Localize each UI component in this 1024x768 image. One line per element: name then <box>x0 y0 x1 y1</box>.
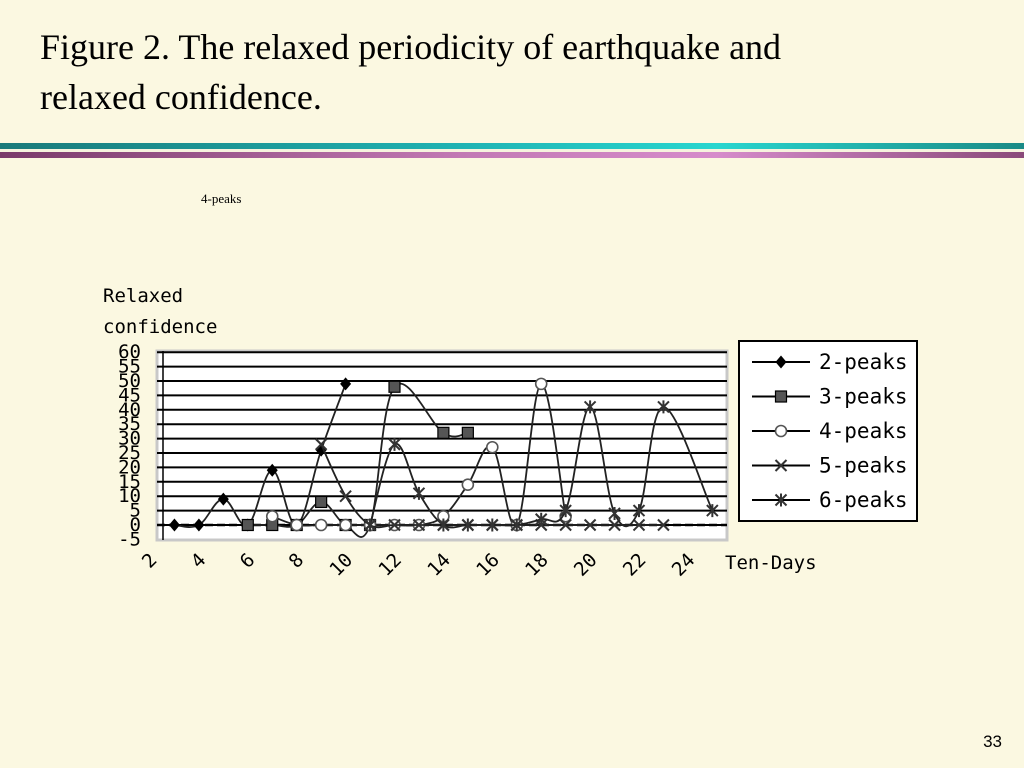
y-tick-label: 0 <box>130 514 141 536</box>
data-point <box>193 518 205 532</box>
slide-title-line-1: Figure 2. The relaxed periodicity of ear… <box>40 27 782 67</box>
x-tick-label: 16 <box>472 549 504 581</box>
legend-entry: 4-peaks <box>752 419 908 443</box>
data-point <box>534 512 548 526</box>
legend-swatch-marker <box>774 390 788 403</box>
data-point <box>412 518 426 532</box>
data-point <box>461 518 475 532</box>
data-point <box>437 426 450 439</box>
legend-entry: 6-peaks <box>752 488 908 512</box>
legend-label: 3-peaks <box>819 385 908 409</box>
data-point <box>486 518 499 532</box>
data-point <box>510 518 523 532</box>
page-number: 33 <box>983 732 1002 751</box>
data-point <box>315 495 328 509</box>
data-point <box>388 437 401 451</box>
x-tick-label: 14 <box>423 549 455 581</box>
series-6-peaks <box>363 400 719 532</box>
series-line <box>247 382 469 538</box>
legend-entry: 5-peaks <box>752 454 908 478</box>
x-tick-label: 20 <box>570 549 602 581</box>
data-point <box>266 463 278 477</box>
data-point <box>632 518 646 532</box>
x-tick-label: 6 <box>236 549 260 573</box>
data-point <box>388 380 401 393</box>
x-tick-label: 24 <box>668 549 700 581</box>
plot-area <box>155 349 729 542</box>
legend-label: 6-peaks <box>819 488 908 512</box>
y-tick-label: 35 <box>118 413 141 435</box>
data-point <box>241 518 254 532</box>
y-tick-label: 15 <box>118 471 141 493</box>
legend-label: 5-peaks <box>819 454 908 478</box>
data-point <box>388 518 401 532</box>
y-tick-label: 40 <box>118 399 141 421</box>
data-point <box>412 486 426 500</box>
data-point <box>657 400 670 414</box>
y-tick-label: 50 <box>118 370 141 392</box>
y-tick-label: 25 <box>118 442 141 464</box>
divider-gap <box>0 149 1024 152</box>
data-point <box>314 518 328 532</box>
x-tick-label: 12 <box>374 549 406 581</box>
legend-label: 4-peaks <box>819 419 908 443</box>
data-point <box>340 377 352 391</box>
x-tick-label: 8 <box>285 549 309 573</box>
y-tick-label: 60 <box>118 341 141 363</box>
data-point <box>583 400 597 414</box>
x-tick-label: 4 <box>187 549 211 573</box>
data-point <box>706 504 719 518</box>
x-tick-label: 2 <box>138 549 162 573</box>
data-point <box>314 438 328 451</box>
floating-series-label: 4-peaks <box>201 191 242 206</box>
x-axis-label: Ten-Days <box>725 552 817 574</box>
data-point <box>363 518 377 532</box>
data-point <box>583 518 597 532</box>
slide-title: Figure 2. The relaxed periodicity of ear… <box>40 22 940 122</box>
y-tick-label: 5 <box>130 500 141 522</box>
data-point <box>168 518 180 532</box>
slide-title-line-2: relaxed confidence. <box>40 77 322 117</box>
data-point <box>559 518 572 532</box>
data-point <box>485 440 499 454</box>
legend-entry: 2-peaks <box>752 350 908 374</box>
divider-teal <box>0 143 1024 149</box>
x-tick-label: 18 <box>521 549 553 581</box>
y-axis-label-line-2: confidence <box>103 316 217 338</box>
data-point <box>461 478 475 491</box>
legend-swatch-marker <box>775 355 787 369</box>
legend-entry: 3-peaks <box>752 385 908 409</box>
data-point <box>461 426 474 439</box>
data-point <box>534 377 548 391</box>
x-tick-label: 10 <box>325 549 357 581</box>
y-tick-label: -5 <box>118 528 141 550</box>
data-point <box>437 518 450 532</box>
data-point <box>265 510 279 523</box>
data-point <box>339 489 352 503</box>
y-tick-label: 30 <box>118 428 141 450</box>
y-axis-label-line-1: Relaxed <box>103 285 183 307</box>
data-point <box>559 504 572 518</box>
legend-swatch-marker <box>774 493 788 507</box>
data-point <box>657 518 670 532</box>
data-point <box>339 518 352 532</box>
data-point <box>290 518 304 532</box>
data-point <box>217 492 229 506</box>
y-tick-label: 20 <box>118 456 141 478</box>
x-tick-label: 22 <box>619 549 651 581</box>
y-tick-label: 45 <box>118 384 141 406</box>
data-point <box>632 504 646 518</box>
y-tick-label: 55 <box>118 356 141 378</box>
y-tick-label: 10 <box>118 485 141 507</box>
legend-label: 2-peaks <box>819 350 908 374</box>
data-point <box>608 506 621 520</box>
legend-swatch-marker <box>774 459 788 472</box>
divider-mauve <box>0 152 1024 158</box>
legend-swatch-marker <box>774 424 788 438</box>
